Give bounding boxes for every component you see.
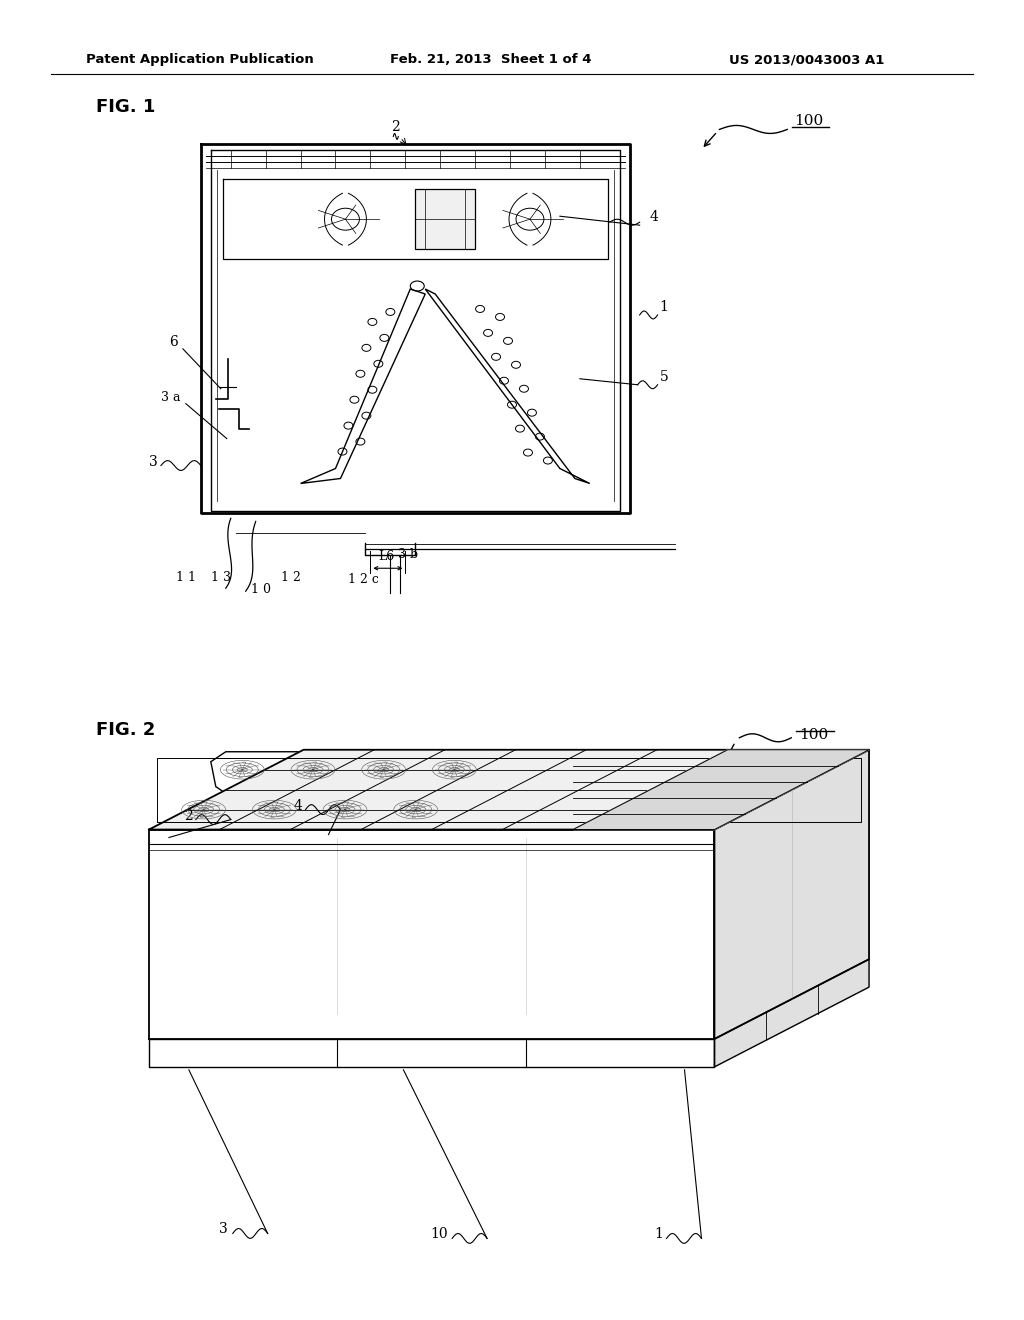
Text: 1 1: 1 1 (176, 572, 196, 585)
Text: 3 b: 3 b (398, 548, 419, 561)
Text: 1 0: 1 0 (251, 583, 270, 597)
Text: 6: 6 (169, 335, 178, 348)
Text: 1: 1 (659, 300, 669, 314)
Text: 4: 4 (294, 799, 302, 813)
Text: Feb. 21, 2013  Sheet 1 of 4: Feb. 21, 2013 Sheet 1 of 4 (390, 53, 592, 66)
Text: 1 3: 1 3 (211, 572, 230, 585)
Text: L6: L6 (378, 550, 394, 564)
Text: FIG. 2: FIG. 2 (96, 721, 156, 739)
Text: 1 2: 1 2 (281, 572, 300, 585)
Polygon shape (148, 750, 869, 829)
Text: 3: 3 (148, 454, 158, 469)
Text: FIG. 1: FIG. 1 (96, 98, 156, 116)
Text: 1: 1 (654, 1228, 664, 1241)
Text: 100: 100 (795, 115, 823, 128)
Polygon shape (425, 289, 590, 483)
Text: 5: 5 (659, 370, 669, 384)
Text: 100: 100 (799, 727, 828, 742)
Polygon shape (228, 862, 263, 896)
Text: US 2013/0043003 A1: US 2013/0043003 A1 (729, 53, 885, 66)
Polygon shape (301, 289, 425, 483)
Text: 2: 2 (184, 809, 193, 822)
Text: 1 2 c: 1 2 c (348, 573, 379, 586)
Polygon shape (715, 750, 869, 1039)
Text: 3 a: 3 a (161, 391, 180, 404)
Text: 4: 4 (649, 210, 658, 224)
Polygon shape (148, 829, 715, 1039)
Text: Patent Application Publication: Patent Application Publication (86, 53, 314, 66)
Text: 3: 3 (219, 1222, 227, 1237)
Text: 2: 2 (391, 120, 399, 135)
Polygon shape (715, 960, 869, 1067)
Text: 10: 10 (430, 1228, 447, 1241)
Bar (416, 189, 475, 249)
Polygon shape (211, 752, 380, 797)
Polygon shape (573, 750, 869, 829)
